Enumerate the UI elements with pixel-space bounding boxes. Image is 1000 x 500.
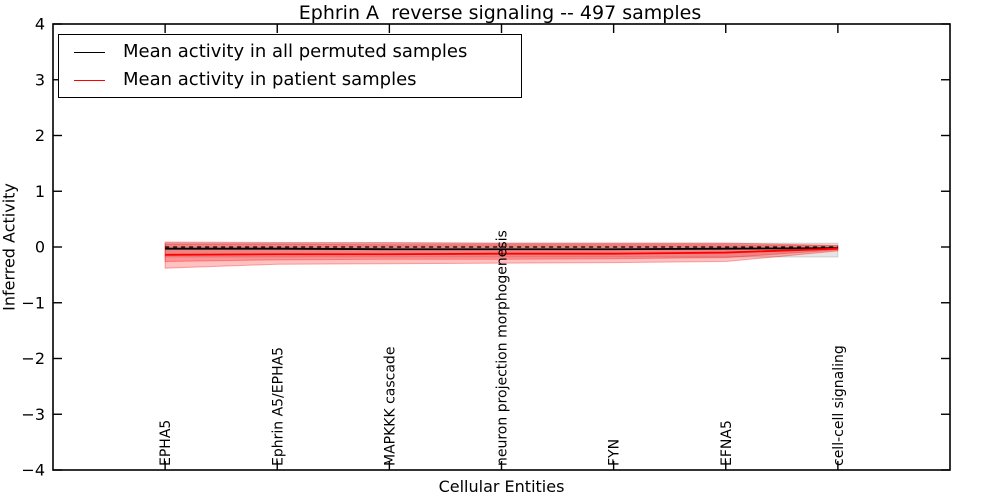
y-tick-label: −1 <box>21 293 45 312</box>
legend-label-permuted: Mean activity in all permuted samples <box>123 41 468 62</box>
x-tick-label: cell-cell signaling <box>831 345 847 466</box>
y-tick-label: −2 <box>21 349 45 368</box>
legend-line-sample-red-icon <box>74 79 105 81</box>
line-mean-activity-in-all-permuted-samples <box>165 247 838 251</box>
y-tick-label: 1 <box>35 182 45 201</box>
x-tick-label: MAPKKK cascade <box>382 347 398 466</box>
x-tick-label: Ephrin A5/EPHA5 <box>270 347 286 466</box>
x-tick-label: EFNA5 <box>719 420 735 466</box>
chart-title: Ephrin A reverse signaling -- 497 sample… <box>298 2 702 24</box>
y-tick-label: −3 <box>21 405 45 424</box>
x-tick-label: EPHA5 <box>158 420 174 466</box>
legend-item-permuted: Mean activity in all permuted samples <box>74 41 521 63</box>
legend-line-sample-black-icon <box>74 51 105 53</box>
y-tick-label: 4 <box>35 15 45 34</box>
y-tick-label: 0 <box>35 238 45 257</box>
y-tick-label: 2 <box>35 126 45 145</box>
legend-item-patient: Mean activity in patient samples <box>74 69 521 91</box>
y-tick-label: −4 <box>21 461 45 480</box>
legend: Mean activity in all permuted samples Me… <box>58 34 522 98</box>
y-axis-label: Inferred Activity <box>0 183 19 311</box>
x-axis-label: Cellular Entities <box>438 477 565 496</box>
x-tick-label: neuron projection morphogenesis <box>495 230 511 466</box>
line-mean-activity-in-patient-samples <box>165 247 838 256</box>
legend-label-patient: Mean activity in patient samples <box>123 69 417 90</box>
x-tick-label: FYN <box>607 439 623 466</box>
y-tick-label: 3 <box>35 70 45 89</box>
